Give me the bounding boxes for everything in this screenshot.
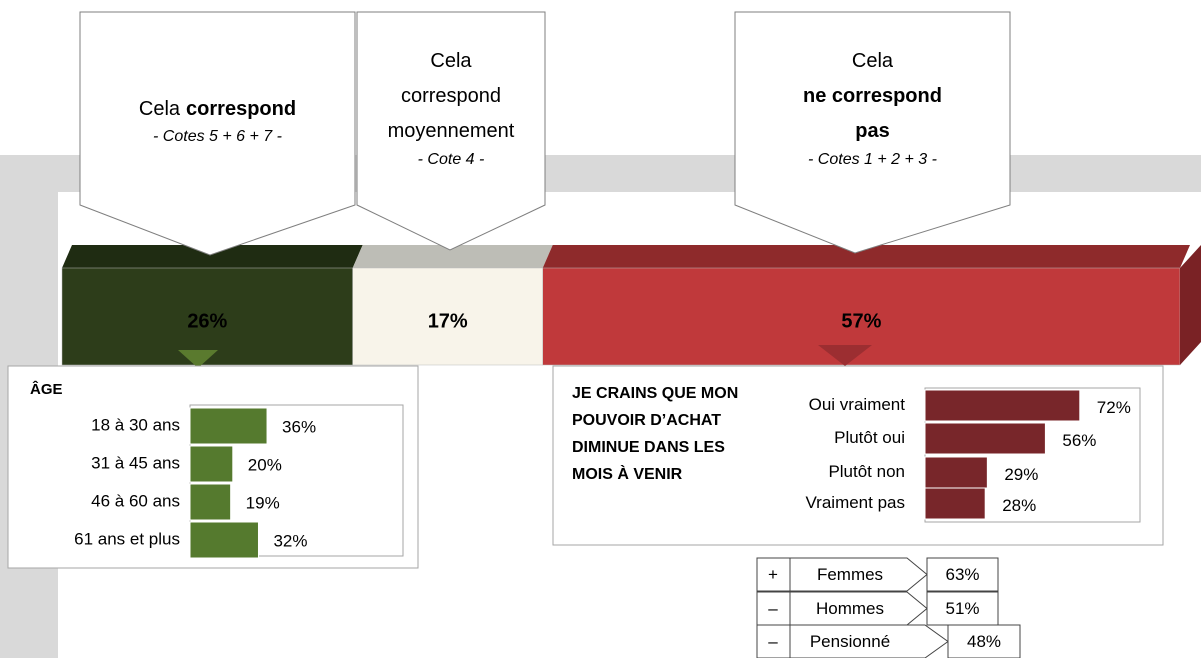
bar (924, 422, 1046, 455)
sign: – (768, 632, 778, 651)
callout-run: ne correspond (803, 85, 942, 107)
value-label: 36% (282, 417, 316, 436)
value-label: 72% (1097, 398, 1131, 417)
callout-run: Cela (430, 50, 472, 72)
category-label: 46 à 60 ans (91, 491, 180, 510)
value-label: 20% (248, 455, 282, 474)
bar (189, 407, 268, 445)
value-label: 56% (1062, 431, 1096, 450)
category-label: Vraiment pas (805, 493, 905, 512)
bar-top (62, 245, 363, 268)
bar (189, 445, 234, 483)
category-label: 61 ans et plus (74, 529, 180, 548)
bar-top (542, 245, 1190, 268)
group-label: Hommes (816, 599, 884, 618)
group-value: 48% (967, 632, 1001, 651)
callout-run: moyennement (388, 120, 515, 142)
worry-title: MOIS À VENIR (572, 464, 683, 483)
worry-title: POUVOIR D’ACHAT (572, 412, 721, 429)
bar (189, 521, 259, 559)
value-cell (926, 557, 999, 592)
group-value: 51% (945, 599, 979, 618)
worry-frame (924, 387, 1141, 523)
value-cell (947, 624, 1021, 658)
callout-run: Cela (852, 50, 894, 72)
value-label: 32% (273, 531, 307, 550)
category-label: Plutôt oui (834, 428, 905, 447)
callout-box (356, 11, 546, 251)
callout-text: moyennement (388, 120, 515, 142)
bar-label: 17% (428, 310, 468, 332)
category-label: 31 à 45 ans (91, 453, 180, 472)
callout-note: - Cotes 1 + 2 + 3 - (808, 151, 937, 168)
age-title: ÂGE (30, 380, 63, 398)
worry-title: JE CRAINS QUE MON (572, 385, 738, 402)
callout-text: pas (855, 120, 889, 142)
label-cell (789, 557, 928, 592)
callout-run: correspond (186, 98, 296, 120)
callout-text: ne correspond (803, 85, 942, 107)
value-label: 29% (1004, 465, 1038, 484)
pointer (178, 350, 218, 368)
group-label: Femmes (817, 565, 883, 584)
callout-note: - Cote 4 - (418, 151, 485, 168)
callout-box (734, 11, 1011, 254)
category-label: 18 à 30 ans (91, 415, 180, 434)
label-cell (789, 591, 928, 626)
pointer (818, 345, 872, 366)
bar-segment (352, 267, 543, 366)
bar (924, 487, 986, 520)
value-cell (926, 591, 999, 626)
callout-text: Cela (852, 50, 894, 72)
sign: + (768, 565, 778, 584)
bar (189, 483, 232, 521)
group-label: Pensionné (810, 632, 890, 651)
bar-label: 26% (187, 310, 227, 332)
bar-side (1180, 245, 1201, 365)
callout-text: Cela (430, 50, 472, 72)
label-cell (789, 624, 949, 658)
worry-title: DIMINUE DANS LES (572, 439, 725, 456)
callout-run: pas (855, 120, 889, 142)
category-label: Oui vraiment (809, 395, 906, 414)
callout-run: Cela (139, 98, 181, 120)
callout-text: correspond (401, 85, 501, 107)
bar-top (352, 245, 553, 268)
sign-cell (756, 591, 791, 626)
callout-run: correspond (401, 85, 501, 107)
bar (924, 389, 1081, 422)
bar (924, 456, 988, 489)
sign: – (768, 599, 778, 618)
value-label: 19% (246, 493, 280, 512)
group-value: 63% (945, 565, 979, 584)
callout-note: - Cotes 5 + 6 + 7 - (153, 128, 282, 145)
bar-label: 57% (841, 310, 881, 332)
value-label: 28% (1002, 496, 1036, 515)
callout-box (79, 11, 356, 256)
category-label: Plutôt non (828, 462, 905, 481)
callout-text: Cela correspond (139, 98, 296, 120)
